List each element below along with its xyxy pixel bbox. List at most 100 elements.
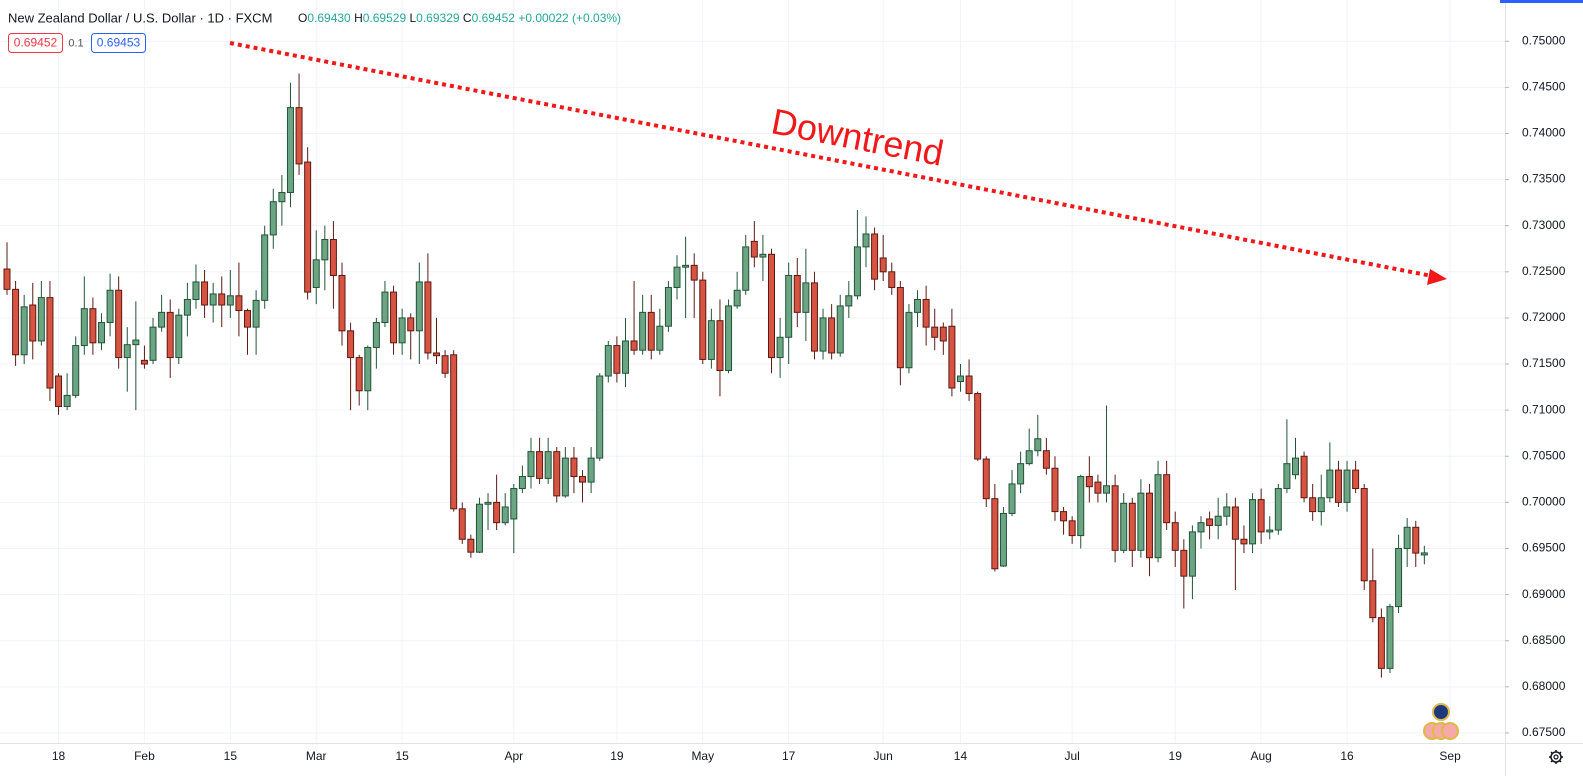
- candle-body: [132, 339, 140, 346]
- candle-body: [1317, 497, 1325, 513]
- candle-body: [1334, 469, 1342, 503]
- y-tick-label: 0.71500: [1522, 356, 1566, 370]
- candle-body: [1403, 526, 1411, 549]
- candle-body: [1343, 469, 1351, 503]
- candle-body: [484, 501, 492, 505]
- candle-body: [707, 320, 715, 360]
- x-tick-label: Apr: [504, 749, 523, 763]
- x-tick-label: May: [691, 749, 714, 763]
- event-icon[interactable]: [1441, 722, 1459, 740]
- candle-body: [664, 286, 672, 327]
- candle-body: [1412, 526, 1420, 554]
- settings-icon[interactable]: [1549, 750, 1563, 764]
- candle-body: [372, 322, 380, 348]
- candle-body: [1180, 549, 1188, 577]
- y-tick-label: 0.73000: [1522, 218, 1566, 232]
- candle-body: [673, 266, 681, 288]
- candle-body: [1111, 485, 1119, 551]
- candle-body: [338, 274, 346, 332]
- candle-body: [312, 259, 320, 288]
- axis-highlight: [1500, 0, 1583, 3]
- candle-body: [853, 246, 861, 297]
- candle-body: [879, 257, 887, 273]
- candle-body: [123, 344, 131, 359]
- y-tick-label: 0.68500: [1522, 633, 1566, 647]
- candle-body: [252, 299, 260, 328]
- readout-label: O: [298, 11, 307, 25]
- candle-body: [974, 393, 982, 460]
- readout-label: C: [463, 11, 472, 25]
- candle-body: [639, 311, 647, 351]
- candle-body: [914, 298, 922, 313]
- candle-body: [12, 288, 20, 356]
- bid-tag[interactable]: 0.69452: [14, 36, 58, 50]
- y-tick-label: 0.68000: [1522, 679, 1566, 693]
- candle-body: [1137, 492, 1145, 551]
- candle-body: [1128, 502, 1136, 551]
- y-tick-label: 0.69000: [1522, 587, 1566, 601]
- candle-body: [304, 161, 312, 293]
- candle-body: [1369, 580, 1377, 619]
- gear-hub[interactable]: [1553, 754, 1559, 760]
- event-icon[interactable]: [1432, 703, 1450, 721]
- ask-tag-box[interactable]: [91, 33, 146, 53]
- candle-body: [1051, 467, 1059, 513]
- readout-label: H: [354, 11, 363, 25]
- candle-body: [1231, 506, 1239, 540]
- candle-body: [441, 355, 449, 374]
- x-tick-label: Aug: [1250, 749, 1271, 763]
- candle-body: [80, 308, 88, 347]
- candle-body: [896, 286, 904, 369]
- x-tick-label: 16: [1340, 749, 1354, 763]
- candle-body: [89, 308, 97, 344]
- y-tick-label: 0.74500: [1522, 80, 1566, 94]
- candle-body: [1034, 438, 1042, 452]
- y-tick-label: 0.73500: [1522, 172, 1566, 186]
- candle-body: [1206, 518, 1214, 526]
- candle-body: [295, 107, 303, 165]
- candle-body: [115, 289, 123, 359]
- candle-body: [1326, 469, 1334, 499]
- candle-body: [269, 201, 277, 236]
- candle-body: [407, 317, 415, 332]
- readout-value: 0.69329: [416, 11, 460, 25]
- candles: [3, 73, 1428, 678]
- candle-body: [553, 451, 561, 497]
- candle-body: [793, 274, 801, 313]
- candle-body: [1283, 463, 1291, 490]
- candle-body: [1386, 606, 1394, 669]
- candle-body: [329, 239, 337, 276]
- candle-body: [355, 357, 363, 392]
- ask-tag[interactable]: 0.69453: [97, 36, 141, 50]
- candle-body: [390, 291, 398, 344]
- candle-body: [596, 375, 604, 459]
- candle-body: [347, 330, 355, 359]
- candle-body: [450, 354, 458, 510]
- candle-body: [1197, 522, 1205, 533]
- x-tick-label: 14: [954, 749, 968, 763]
- candle-body: [888, 271, 896, 288]
- readout-change: +0.00022 (+0.03%): [518, 11, 621, 25]
- y-tick-label: 0.74000: [1522, 126, 1566, 140]
- candle-body: [1008, 483, 1016, 514]
- candle-body: [1042, 450, 1050, 469]
- candle-body: [956, 375, 964, 383]
- candle-body: [527, 451, 535, 478]
- candle-body: [1223, 506, 1231, 517]
- candle-body: [536, 451, 544, 479]
- candle-body: [235, 295, 243, 312]
- candle-body: [1360, 488, 1368, 582]
- candle-body: [828, 317, 836, 354]
- y-tick-label: 0.75000: [1522, 33, 1566, 47]
- x-tick-label: 19: [1169, 749, 1183, 763]
- candle-body: [1103, 485, 1111, 494]
- bid-tag-box[interactable]: [8, 33, 63, 53]
- candle-body: [871, 233, 879, 280]
- candle-body: [699, 279, 707, 360]
- axis-labels: 0.67500 0.68000 0.68500 0.69000 0.69500 0.700…: [52, 33, 1566, 763]
- candle-body: [931, 326, 939, 338]
- gear-teeth[interactable]: [1549, 750, 1563, 764]
- candle-body: [742, 246, 750, 291]
- candle-body: [1274, 488, 1282, 531]
